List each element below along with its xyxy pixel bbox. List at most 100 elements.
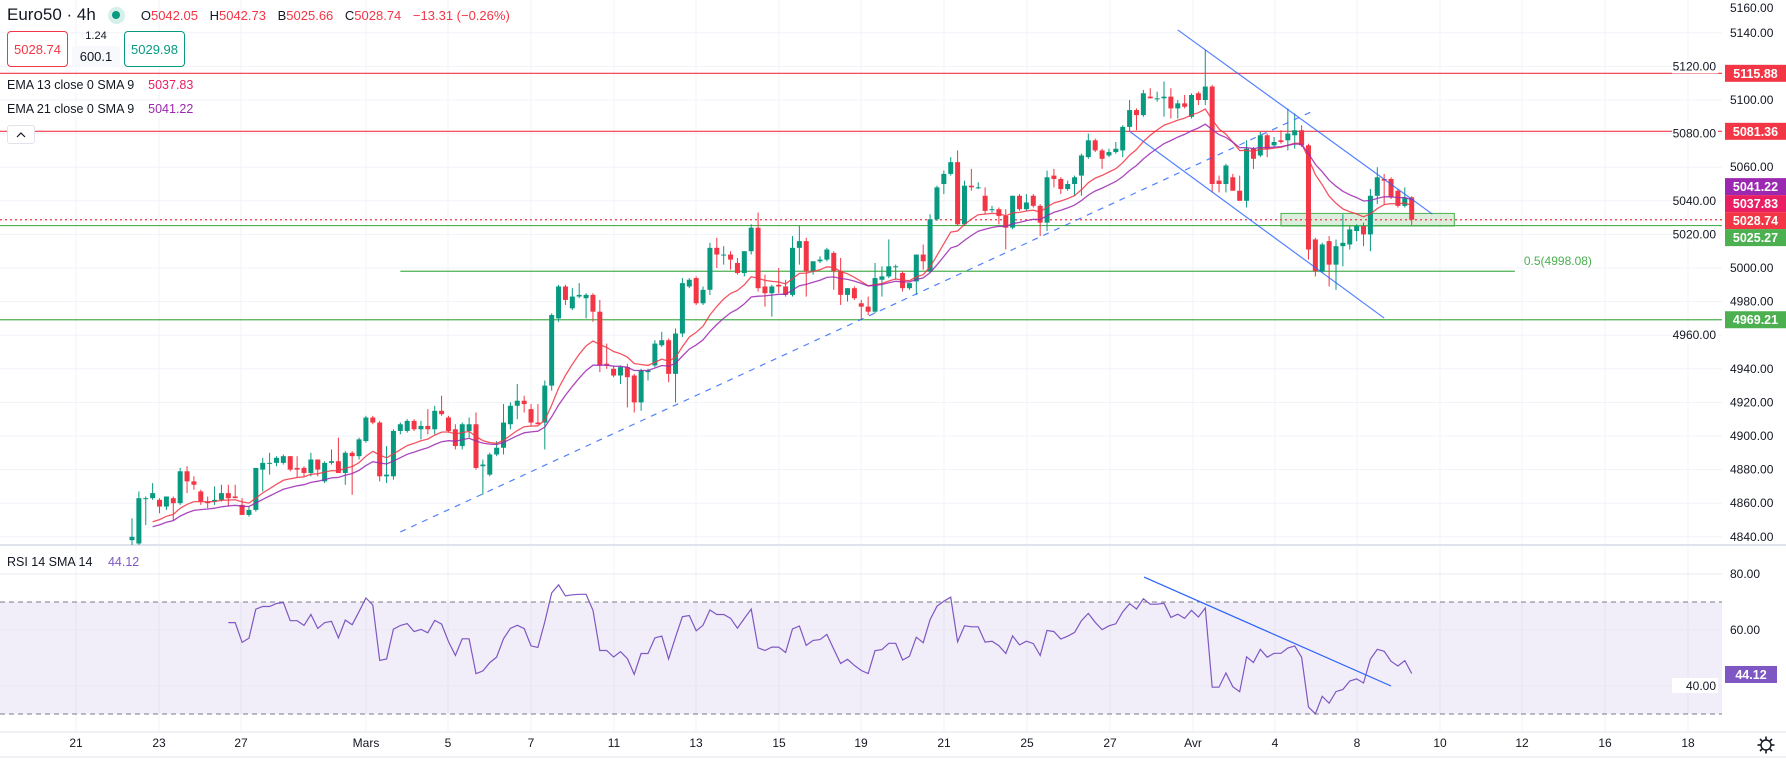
candle[interactable] [501,404,507,455]
candle[interactable] [831,251,837,290]
candle[interactable] [136,491,142,546]
candle[interactable] [1237,175,1243,201]
candle[interactable] [913,254,919,295]
candle[interactable] [1017,194,1023,211]
candle[interactable] [1182,94,1188,109]
candle[interactable] [1230,173,1236,191]
symbol-title[interactable]: Euro50 · 4h [7,5,96,24]
candle[interactable] [1354,224,1360,242]
candle[interactable] [1209,84,1215,193]
candle[interactable] [143,496,149,526]
candle[interactable] [411,419,417,431]
candle[interactable] [329,449,335,465]
candle[interactable] [1202,49,1208,106]
candle[interactable] [514,383,520,420]
candle[interactable] [445,415,451,433]
candle[interactable] [184,466,190,494]
candle[interactable] [225,484,231,507]
candle[interactable] [789,236,795,297]
candle[interactable] [955,150,961,226]
legend-ema21[interactable]: EMA 21 close 0 SMA 9 5041.22 [7,101,194,117]
candle[interactable] [803,237,809,297]
candle[interactable] [1133,108,1139,131]
candle[interactable] [1250,147,1256,169]
candle[interactable] [1113,142,1119,154]
candle[interactable] [425,409,431,435]
candle[interactable] [542,380,548,450]
candle[interactable] [858,299,864,321]
candle[interactable] [246,506,252,517]
candle[interactable] [975,182,981,190]
candle[interactable] [377,420,383,482]
candle[interactable] [287,456,293,472]
buy-button[interactable]: 5029.98 [124,31,185,67]
candle[interactable] [721,246,727,265]
candle[interactable] [1223,163,1229,193]
candle[interactable] [824,247,830,262]
candle[interactable] [886,239,892,279]
candle[interactable] [1161,81,1167,117]
candle[interactable] [294,456,300,478]
candle[interactable] [851,286,857,300]
candle[interactable] [583,293,589,319]
candle[interactable] [1409,196,1415,225]
candle[interactable] [1271,136,1277,148]
candle[interactable] [920,244,926,270]
quantity-input[interactable]: 600.1 [72,46,120,67]
candle[interactable] [1264,133,1270,158]
candle[interactable] [631,373,637,413]
rsi-trendline[interactable] [1143,576,1392,687]
candle[interactable] [129,518,135,550]
candle[interactable] [232,484,238,499]
candle[interactable] [1305,143,1311,260]
candle[interactable] [1154,91,1160,102]
candle[interactable] [659,331,665,347]
candle[interactable] [624,363,630,408]
candle[interactable] [1127,100,1133,132]
candle[interactable] [1395,189,1401,208]
candle[interactable] [948,157,954,176]
candle[interactable] [1257,131,1263,158]
candle[interactable] [906,283,912,290]
candle[interactable] [1051,168,1057,188]
candle[interactable] [776,268,782,294]
candle[interactable] [549,313,555,391]
candle[interactable] [590,293,596,322]
candle[interactable] [1099,148,1105,169]
candle[interactable] [562,284,568,305]
candle[interactable] [507,402,513,430]
candle[interactable] [1285,108,1291,151]
candle[interactable] [480,459,486,495]
candle[interactable] [961,180,967,226]
candle[interactable] [1333,239,1339,290]
candle[interactable] [1092,138,1098,153]
candle[interactable] [1140,89,1146,117]
candle[interactable] [714,237,720,268]
candle[interactable] [1216,175,1222,193]
candle[interactable] [1361,222,1367,247]
candle[interactable] [611,365,617,378]
candle[interactable] [1106,148,1112,158]
candle[interactable] [218,484,224,502]
candle[interactable] [535,404,541,425]
candle[interactable] [459,422,465,450]
candle[interactable] [1085,133,1091,159]
candle[interactable] [170,496,176,520]
candle[interactable] [817,256,823,263]
candle[interactable] [927,214,933,274]
candle[interactable] [267,452,273,475]
candle[interactable] [150,483,156,500]
candle[interactable] [439,395,445,416]
collapse-legend-button[interactable] [7,125,35,144]
candle[interactable] [1058,177,1064,195]
candle[interactable] [796,226,802,265]
candle[interactable] [769,284,775,317]
candle[interactable] [1367,189,1373,252]
candle[interactable] [845,288,851,302]
candle[interactable] [576,283,582,299]
candle[interactable] [597,299,603,373]
candle[interactable] [673,328,679,403]
candle[interactable] [741,251,747,277]
dashed-trendline[interactable] [400,110,1314,533]
